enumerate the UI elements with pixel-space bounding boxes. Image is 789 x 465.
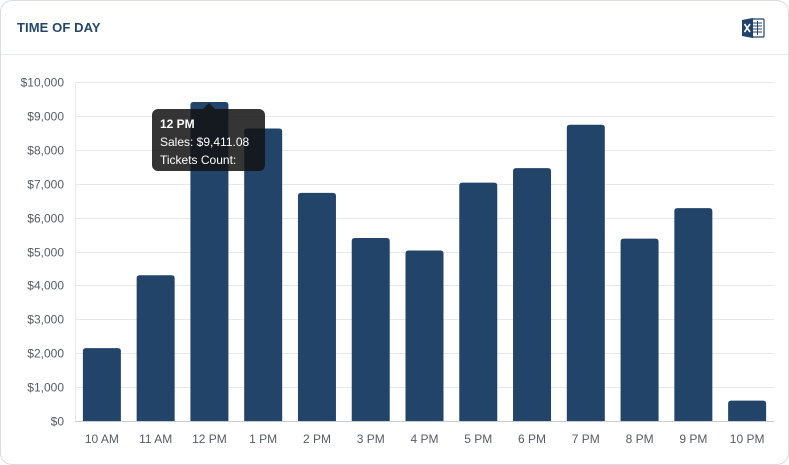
y-tick-label: $2,000 — [27, 347, 64, 361]
bar-8-pm[interactable] — [620, 238, 659, 421]
bar-10-pm[interactable] — [728, 400, 767, 421]
bar-7-pm[interactable] — [566, 124, 605, 422]
tooltip-title: 12 PM — [160, 117, 195, 131]
y-tick-label: $4,000 — [27, 279, 64, 293]
bar-11-am[interactable] — [136, 275, 175, 421]
bar-6-pm[interactable] — [513, 168, 552, 421]
x-tick-label: 8 PM — [626, 432, 654, 446]
bar-10-am[interactable] — [82, 348, 121, 421]
y-tick-label: $8,000 — [27, 144, 64, 158]
bar-4-pm[interactable] — [405, 250, 444, 421]
y-tick-label: $9,000 — [27, 110, 64, 124]
bar-9-pm[interactable] — [674, 208, 713, 421]
x-tick-label: 1 PM — [249, 432, 277, 446]
x-tick-label: 9 PM — [679, 432, 707, 446]
chart-tooltip: 12 PM Sales: $9,411.08 Tickets Count: 20… — [152, 109, 265, 185]
tooltip-sales: Sales: $9,411.08 — [160, 135, 250, 149]
y-tick-label: $6,000 — [27, 212, 64, 226]
y-tick-label: $10,000 — [21, 76, 65, 90]
tooltip-tickets: Tickets Count: 205 — [160, 153, 237, 185]
y-tick-label: $1,000 — [27, 381, 64, 395]
x-tick-label: 11 AM — [139, 432, 172, 446]
bar-3-pm[interactable] — [351, 237, 390, 421]
bar-2-pm[interactable] — [297, 192, 336, 421]
x-tick-label: 10 AM — [85, 432, 119, 446]
bars — [82, 101, 767, 422]
bar-1-pm[interactable] — [244, 128, 283, 421]
x-tick-label: 7 PM — [572, 432, 600, 446]
excel-icon — [742, 18, 765, 38]
card-title: TIME OF DAY — [17, 20, 101, 35]
x-tick-label: 10 PM — [730, 432, 765, 446]
x-tick-label: 12 PM — [192, 432, 227, 446]
x-tick-label: 3 PM — [357, 432, 385, 446]
x-tick-label: 2 PM — [303, 432, 331, 446]
y-tick-label: $7,000 — [27, 178, 64, 192]
tooltip-caret — [203, 103, 215, 109]
y-axis-ticks: $0 $1,000 $2,000 $3,000 $4,000 $5,000 $6,000 $7… — [21, 76, 65, 429]
y-tick-label: $5,000 — [27, 246, 64, 260]
y-tick-label: $3,000 — [27, 313, 64, 327]
bar-5-pm[interactable] — [459, 182, 498, 421]
export-excel-button[interactable] — [741, 17, 766, 39]
y-tick-label: $0 — [51, 415, 65, 429]
bar-12-pm[interactable] — [190, 101, 229, 421]
x-tick-label: 6 PM — [518, 432, 546, 446]
card-header: TIME OF DAY — [1, 1, 788, 55]
x-tick-label: 5 PM — [464, 432, 492, 446]
x-tick-label: 4 PM — [410, 432, 438, 446]
x-axis-ticks: 10 AM 11 AM 12 PM 1 PM 2 PM 3 PM 4 PM 5 PM 6 PM 7… — [85, 432, 765, 446]
